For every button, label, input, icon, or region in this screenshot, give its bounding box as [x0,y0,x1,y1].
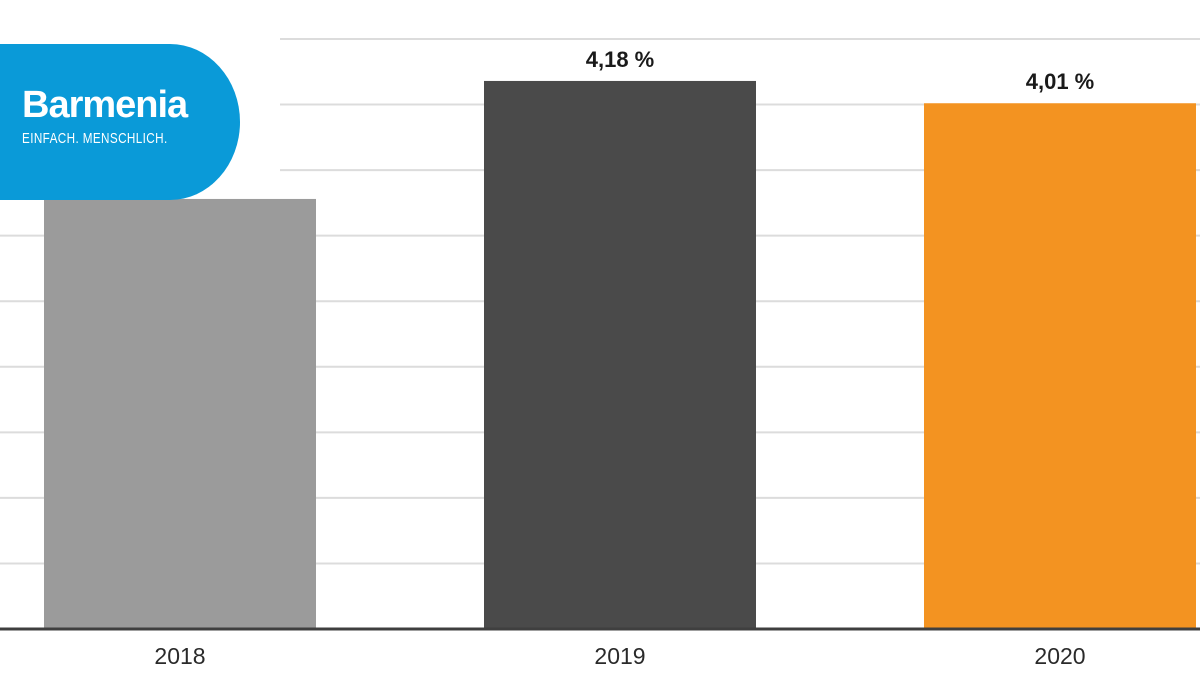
bar-2019 [484,80,756,629]
bar-2020 [924,103,1196,629]
bars [44,80,1196,629]
bar-2018 [44,198,316,629]
value-label-2020: 4,01 % [1026,69,1095,94]
value-label-2019: 4,18 % [586,47,655,72]
barmenia-logo: Barmenia EINFACH. MENSCHLICH. [0,44,240,200]
x-tick-2018: 2018 [154,643,205,669]
x-tick-labels: 2018 2019 2020 [154,643,1085,669]
x-tick-2020: 2020 [1034,643,1085,669]
logo-name: Barmenia [22,84,188,126]
logo-tagline: EINFACH. MENSCHLICH. [22,130,168,147]
x-tick-2019: 2019 [594,643,645,669]
